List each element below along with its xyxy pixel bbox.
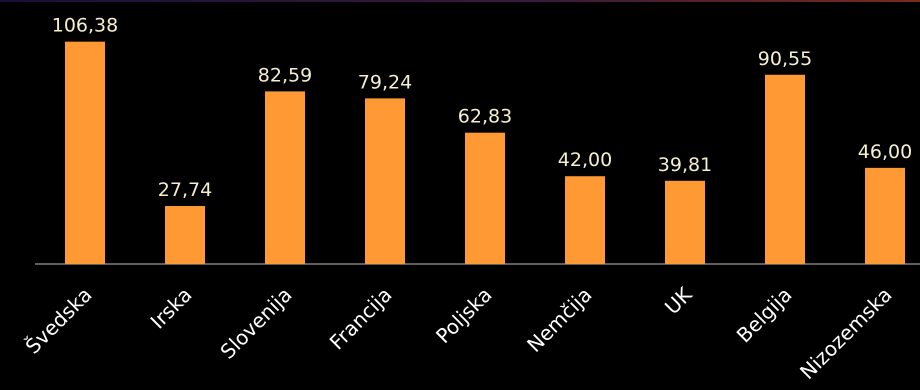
bar <box>65 41 105 264</box>
data-label: 106,38 <box>52 15 118 37</box>
bar <box>565 176 605 264</box>
bar <box>765 74 805 264</box>
top-accent-line <box>0 0 920 2</box>
data-label: 79,24 <box>358 71 412 93</box>
bar <box>265 91 305 264</box>
data-label: 39,81 <box>658 154 712 176</box>
x-tick-label: Francija <box>325 283 397 355</box>
x-tick-label: Belgija <box>732 283 797 348</box>
bar <box>465 132 505 264</box>
x-tick-label: Poljska <box>431 283 496 348</box>
x-tick-label: UK <box>660 282 697 319</box>
data-label: 90,55 <box>758 48 812 70</box>
x-tick-label: Slovenija <box>215 283 296 364</box>
x-tick-label: Nemčija <box>522 283 596 357</box>
data-label: 62,83 <box>458 106 512 128</box>
data-label: 82,59 <box>258 64 312 86</box>
x-tick-label: Irska <box>146 283 197 334</box>
x-tick-label: Švedska <box>21 283 97 359</box>
x-tick-label: Nizozemska <box>795 283 896 384</box>
data-label: 46,00 <box>858 141 912 163</box>
bar <box>365 98 405 264</box>
data-label: 42,00 <box>558 149 612 171</box>
data-label: 27,74 <box>158 179 212 201</box>
bar <box>165 206 205 264</box>
bar <box>665 180 705 264</box>
bar <box>865 167 905 264</box>
